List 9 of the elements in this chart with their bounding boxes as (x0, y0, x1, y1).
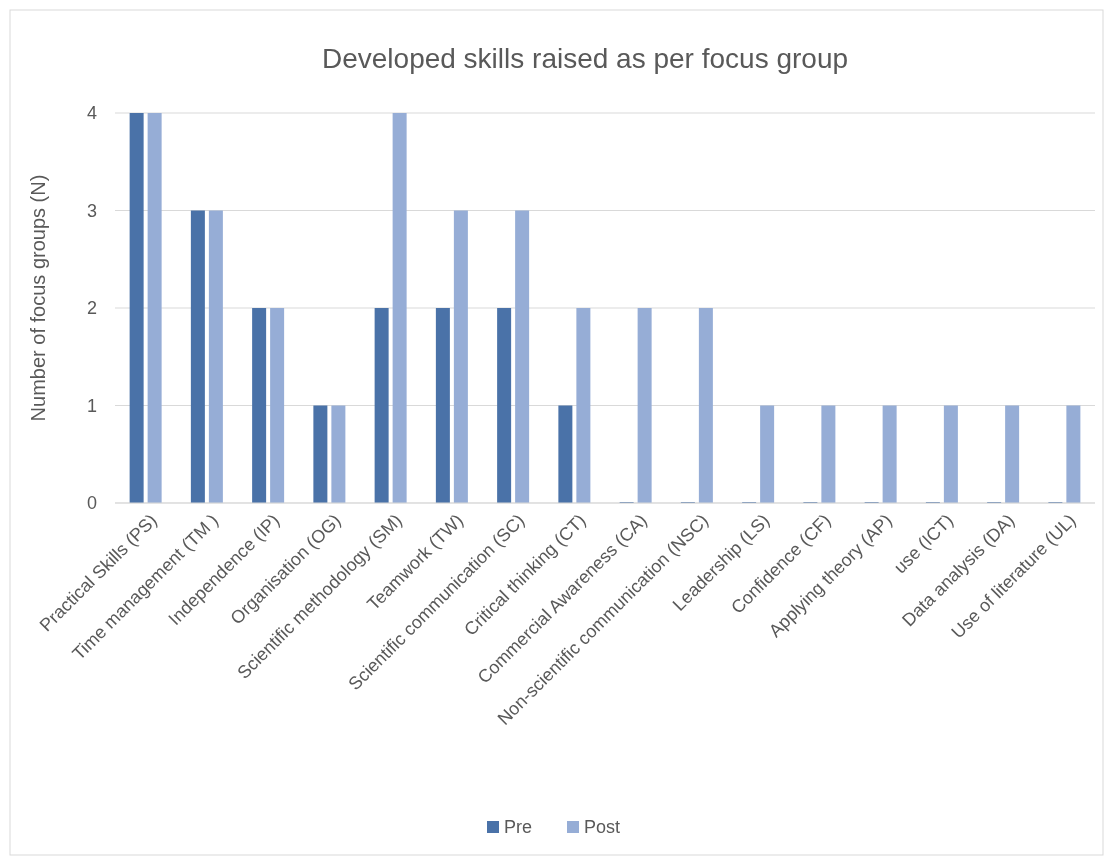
y-tick-label: 2 (86, 298, 97, 319)
y-tick-label: 0 (86, 493, 97, 514)
chart-title: Developed skills raised as per focus group (321, 43, 849, 74)
legend-label: Post (584, 817, 621, 838)
y-tick-label: 3 (86, 200, 97, 221)
y-axis-title: Number of focus groups (N) (27, 174, 49, 422)
y-tick-label: 4 (86, 103, 97, 124)
y-tick-label: 1 (86, 395, 97, 416)
legend-label: Pre (504, 817, 533, 838)
